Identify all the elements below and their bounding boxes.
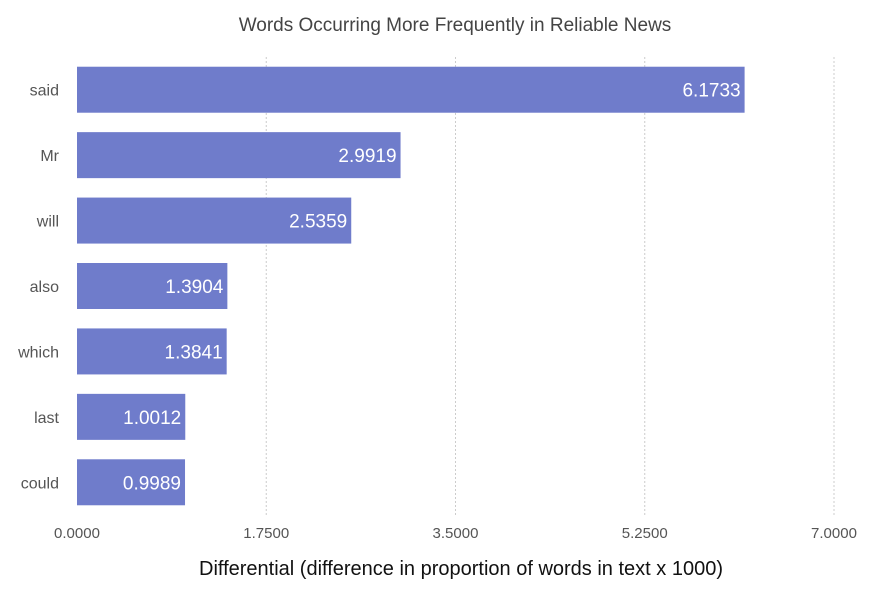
chart-title: Words Occurring More Frequently in Relia… — [239, 15, 672, 36]
bar-value-label: 2.9919 — [338, 146, 396, 167]
category-label: Mr — [40, 148, 59, 165]
category-label-layer: said Mr will also which last could — [17, 83, 60, 493]
grid-layer — [265, 57, 835, 515]
category-label: which — [17, 344, 59, 361]
bar-value-label: 1.0012 — [123, 408, 181, 429]
bar — [77, 459, 186, 506]
category-label: also — [30, 279, 59, 296]
x-tick-label: 0.0000 — [54, 525, 100, 542]
bar — [77, 66, 745, 113]
bar-layer: 6.1733 2.9919 2.5359 1.3904 1.3841 1.0012 0.99… — [77, 66, 745, 506]
x-tick-label: 3.5000 — [433, 525, 479, 542]
bar-value-label: 2.5359 — [289, 212, 347, 233]
bar-value-label: 1.3841 — [165, 342, 223, 363]
category-label: will — [36, 214, 59, 231]
category-label: last — [34, 410, 59, 427]
bar — [77, 263, 228, 309]
category-label: could — [21, 475, 59, 492]
category-label: said — [30, 83, 59, 100]
bar-value-label: 0.9989 — [123, 473, 181, 494]
bar — [77, 328, 227, 375]
bar — [77, 132, 401, 179]
x-tick-label: 7.0000 — [811, 525, 857, 542]
x-tick-label: 1.7500 — [243, 525, 289, 542]
bar — [77, 197, 352, 244]
x-tick-label: 5.2500 — [622, 525, 668, 542]
bar-value-label: 6.1733 — [682, 81, 740, 102]
x-axis-label: Differential (difference in proportion o… — [199, 558, 723, 580]
bar — [77, 393, 186, 440]
bar-value-label: 1.3904 — [165, 277, 224, 298]
x-tick-layer: 0.0000 1.7500 3.5000 5.2500 7.0000 — [54, 525, 857, 542]
